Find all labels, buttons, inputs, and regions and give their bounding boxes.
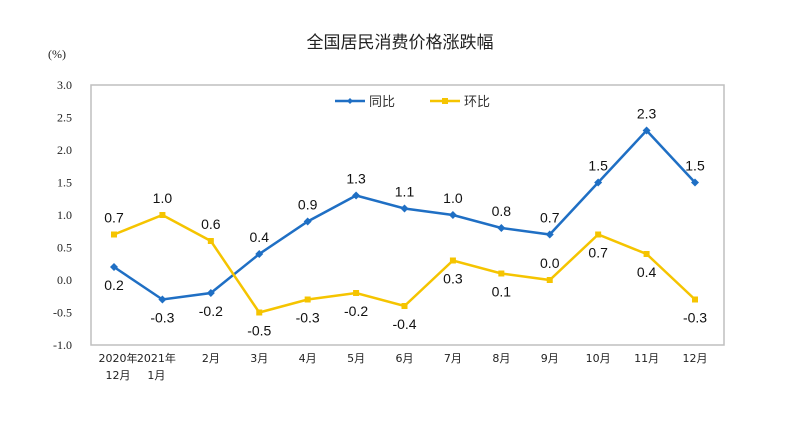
data-point [255,250,264,258]
data-point [594,178,603,187]
x-tick-label: 2021年 [137,351,176,365]
legend-marker [347,98,353,104]
data-label: 0.3 [443,271,463,287]
x-tick-label: 6月 [396,352,414,365]
data-point [352,191,361,200]
x-tick-label: 9月 [541,352,559,365]
data-point [545,230,554,239]
data-point [256,309,263,316]
data-label: 1.1 [395,184,415,200]
plot-frame [90,84,725,346]
x-tick-label: 11月 [634,352,659,365]
y-tick-label: 1.0 [57,208,72,222]
data-label: 0.1 [492,284,512,300]
data-point [110,263,118,271]
data-point [111,231,117,238]
data-label: 0.7 [588,245,608,261]
y-tick-label: 0.0 [57,273,72,287]
data-point [692,296,698,303]
data-point [159,212,166,218]
data-point [595,231,602,238]
data-label: 2.3 [637,106,657,122]
x-tick-label: 7月 [444,352,462,365]
y-axis-label: (%) [48,47,66,61]
data-point [400,204,409,213]
x-tick-label: 8月 [492,352,510,365]
data-label: -0.5 [247,323,271,339]
data-label: 0.9 [298,197,318,213]
data-label: 0.4 [637,264,657,280]
data-label: 0.0 [540,255,560,271]
data-label: 1.0 [153,190,173,206]
y-tick-label: -0.5 [53,306,72,320]
data-label: 1.0 [443,190,463,206]
data-label: -0.3 [296,310,320,326]
x-tick-label: 5月 [347,352,365,365]
data-point [643,251,650,257]
y-tick-label: -1.0 [53,338,72,352]
y-tick-label: 2.5 [57,111,72,125]
legend-label: 环比 [464,95,490,110]
data-label: 1.5 [588,158,608,174]
data-label: 1.3 [346,171,366,187]
data-point [497,224,506,232]
data-point [546,277,553,283]
data-point [158,295,167,304]
y-tick-label: 0.5 [57,241,72,255]
data-point [207,238,214,244]
data-label: 1.5 [685,158,705,174]
x-tick-label: 4月 [299,352,317,365]
data-label: 0.7 [540,210,560,226]
data-point [401,303,408,309]
data-label: -0.2 [199,303,223,319]
data-point [448,211,457,219]
data-point [691,178,699,187]
x-tick-label: 3月 [250,352,268,365]
data-label: -0.4 [392,316,416,332]
data-point [449,257,456,264]
y-tick-label: 3.0 [57,78,72,92]
data-label: 0.2 [104,277,124,293]
data-label: 0.7 [104,210,124,226]
x-tick-label: 12月 [106,369,131,382]
data-point [303,217,312,226]
x-tick-label: 12月 [683,352,708,365]
data-point [642,126,651,135]
data-label: 0.8 [492,203,512,219]
data-point [206,289,215,297]
data-label: -0.3 [683,310,707,326]
series-line-0 [113,128,696,301]
legend-marker [442,98,448,104]
data-label: 0.6 [201,216,221,232]
x-tick-label: 2月 [202,352,220,365]
data-point [304,296,311,303]
x-tick-label: 2020年 [99,351,138,365]
data-point [353,290,360,296]
x-tick-label: 10月 [586,352,611,365]
data-label: 0.4 [250,229,270,245]
data-point [498,270,505,277]
data-label: -0.2 [344,303,368,319]
y-tick-label: 2.0 [57,143,72,157]
y-tick-label: 1.5 [57,176,72,190]
chart-title: 全国居民消费价格涨跌幅 [306,33,494,53]
data-label: -0.3 [150,310,174,326]
legend-label: 同比 [369,95,395,110]
x-tick-label: 1月 [147,369,165,382]
